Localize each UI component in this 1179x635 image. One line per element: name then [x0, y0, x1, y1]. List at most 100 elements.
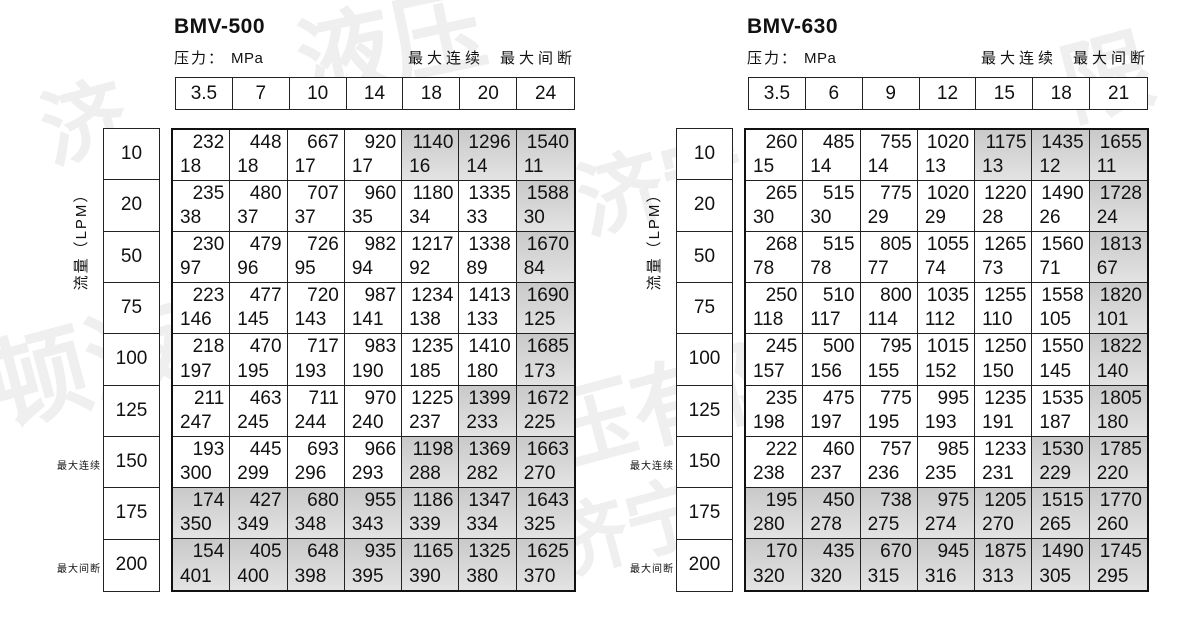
data-cell: 265 30: [746, 181, 804, 233]
cell-bottom-value: 236: [867, 462, 900, 484]
flow-value: 10: [677, 129, 732, 181]
performance-grid: 232 18 448 18 667 17 920 17 1140 16 1296 14 1540 11 23…: [171, 128, 576, 592]
row-label-max-continuous: 最大连续: [630, 461, 674, 472]
data-cell: 1235 191: [975, 385, 1033, 437]
cell-bottom-value: 299: [237, 462, 269, 484]
cell-top-value: 1198: [412, 438, 454, 460]
data-cell: 154 401: [173, 538, 231, 590]
data-cell: 1625 370: [516, 538, 574, 590]
cell-bottom-value: 380: [466, 565, 499, 587]
data-cell: 1655 11: [1089, 130, 1147, 182]
cell-top-value: 427: [249, 489, 282, 511]
pressure-value: 10: [290, 78, 347, 109]
flow-value: 75: [104, 283, 159, 335]
cell-bottom-value: 237: [409, 411, 441, 433]
cell-bottom-value: 138: [409, 309, 441, 331]
cell-bottom-value: 220: [1096, 462, 1129, 484]
cell-bottom-value: 110: [982, 309, 1013, 331]
cell-top-value: 960: [364, 183, 397, 205]
cell-top-value: 515: [822, 183, 855, 205]
data-cell: 1822 140: [1089, 334, 1147, 386]
data-cell: 1399 233: [459, 385, 517, 437]
cell-top-value: 935: [364, 540, 397, 562]
pressure-value: 9: [863, 78, 920, 109]
pressure-value: 18: [403, 78, 461, 109]
data-cell: 757 236: [860, 436, 918, 488]
cell-top-value: 1672: [526, 387, 569, 409]
cell-top-value: 485: [822, 132, 855, 153]
data-cell: 460 237: [803, 436, 861, 488]
data-cell: 1413 133: [459, 283, 517, 335]
cell-top-value: 1020: [926, 183, 970, 205]
cell-bottom-value: 231: [982, 462, 1014, 484]
cell-top-value: 693: [307, 438, 339, 460]
cell-bottom-value: 37: [237, 207, 259, 229]
pressure-value: 21: [1108, 82, 1130, 104]
data-cell: 1745 295: [1089, 538, 1147, 590]
cell-top-value: 477: [249, 285, 282, 307]
data-cell: 1410 180: [459, 334, 517, 386]
cell-top-value: 680: [307, 489, 339, 511]
data-cell: 970 240: [344, 385, 403, 437]
pressure-unit: MPa: [231, 50, 264, 67]
data-cell: 1550 145: [1032, 334, 1090, 386]
cell-top-value: 265: [765, 183, 798, 205]
cell-bottom-value: 180: [466, 360, 499, 382]
data-cell: 174 350: [173, 487, 231, 539]
pressure-unit: MPa: [804, 50, 837, 67]
pressure-label: 压力：: [747, 50, 799, 67]
cell-top-value: 757: [880, 438, 912, 460]
flow-value: 10: [104, 129, 159, 181]
cell-top-value: 170: [765, 540, 798, 562]
cell-bottom-value: 247: [180, 411, 212, 433]
cell-bottom-value: 193: [924, 411, 957, 433]
model-title: BMV-500: [174, 15, 266, 38]
data-cell: 515 78: [803, 232, 861, 284]
cell-bottom-value: 92: [409, 258, 431, 280]
cell-top-value: 1180: [412, 183, 454, 205]
cell-top-value: 987: [364, 285, 397, 307]
cell-bottom-value: 24: [1096, 207, 1118, 229]
data-cell: 975 274: [917, 487, 976, 539]
cell-bottom-value: 29: [924, 207, 946, 229]
cell-top-value: 717: [307, 336, 339, 358]
cell-bottom-value: 233: [466, 411, 499, 433]
cell-bottom-value: 349: [237, 513, 269, 535]
flow-value: 200: [115, 554, 148, 576]
cell-top-value: 670: [880, 540, 912, 562]
cell-top-value: 1233: [984, 438, 1027, 460]
flow-value: 200: [688, 554, 721, 576]
cell-top-value: 1535: [1041, 387, 1084, 409]
data-cell: 479 96: [230, 232, 288, 284]
data-cell: 170 320: [746, 538, 804, 590]
cell-top-value: 479: [249, 234, 282, 256]
cell-top-value: 805: [880, 234, 912, 256]
cell-bottom-value: 14: [867, 156, 889, 178]
cell-bottom-value: 229: [1039, 462, 1072, 484]
cell-top-value: 1550: [1041, 336, 1084, 358]
data-cell: 1335 33: [459, 181, 517, 233]
cell-bottom-value: 146: [180, 309, 212, 331]
data-cell: 680 348: [287, 487, 345, 539]
data-cell: 1325 380: [459, 538, 517, 590]
data-cell: 720 143: [287, 283, 345, 335]
flow-axis-label: 流量（LPM）: [646, 185, 663, 291]
flow-value: 50: [104, 232, 159, 283]
cell-top-value: 755: [880, 132, 912, 153]
cell-top-value: 966: [364, 438, 397, 460]
cell-top-value: 1685: [526, 336, 569, 358]
data-cell: 1770 260: [1089, 487, 1147, 539]
legend-max-continuous: 最大连续: [980, 50, 1057, 67]
data-cell: 805 77: [860, 232, 918, 284]
cell-top-value: 480: [249, 183, 282, 205]
data-cell: 1540 11: [516, 130, 574, 182]
cell-bottom-value: 28: [982, 207, 1004, 229]
cell-bottom-value: 325: [523, 513, 556, 535]
cell-top-value: 975: [937, 489, 970, 511]
row-label-max-intermittent: 最大间断: [630, 564, 674, 575]
data-cell: 1205 270: [975, 487, 1033, 539]
pressure-value: 6: [806, 78, 863, 109]
cell-bottom-value: 13: [924, 156, 946, 178]
data-cell: 738 275: [860, 487, 918, 539]
